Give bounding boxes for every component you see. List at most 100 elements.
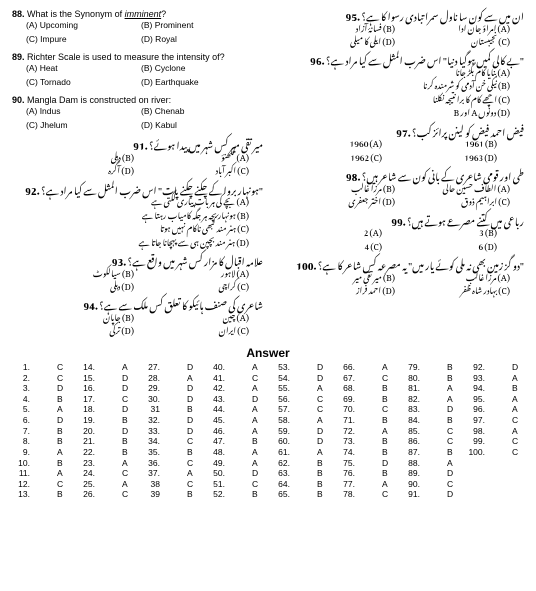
answer-row: 30.D <box>142 394 199 405</box>
answer-number: 4. <box>12 394 30 405</box>
q96-opt-d: (D) دونوں A اور B <box>273 106 510 117</box>
answer-number: 42. <box>207 383 225 394</box>
answer-letter: B <box>57 458 69 469</box>
answer-number: 78. <box>337 489 355 500</box>
answer-number: 97. <box>467 415 485 426</box>
answer-row: 80.B <box>402 373 459 384</box>
answer-number: 51. <box>207 479 225 490</box>
answer-letter: D <box>447 489 459 500</box>
answer-row: 12.C <box>12 479 69 490</box>
answer-letter: B <box>317 489 329 500</box>
answer-number: 79. <box>402 362 420 373</box>
answer-row: 2.C <box>12 373 69 384</box>
answer-row: 25.A <box>77 479 134 490</box>
answer-number: 48. <box>207 447 225 458</box>
answer-letter: D <box>382 458 394 469</box>
question-98: طی اور قومی شاعری کے بانی کون سے شاعر ہی… <box>273 168 524 206</box>
answer-number: 33. <box>142 426 160 437</box>
answer-letter: A <box>122 458 134 469</box>
answer-letter: B <box>57 394 69 405</box>
answer-number: 84. <box>402 415 420 426</box>
answer-letter: D <box>512 362 524 373</box>
answer-column: 14.A15.D16.D17.C18.D19.B20.D21.B22.B23.A… <box>77 362 134 500</box>
answer-row: 76.B <box>337 468 394 479</box>
answer-row: 66.A <box>337 362 394 373</box>
answer-letter: B <box>187 447 199 458</box>
answer-letter: B <box>447 415 459 426</box>
answer-letter: D <box>317 436 329 447</box>
question-88: 88. What is the Synonym of imminent? (A)… <box>12 8 263 45</box>
answer-row: 10.B <box>12 458 69 469</box>
answer-letter: D <box>447 404 459 415</box>
answer-row: 38C <box>142 479 199 490</box>
answer-number: 85. <box>402 426 420 437</box>
answer-letter: C <box>187 436 199 447</box>
answer-letter: B <box>382 447 394 458</box>
answer-number: 1. <box>12 362 30 373</box>
left-column: 88. What is the Synonym of imminent? (A)… <box>12 8 263 342</box>
q89-opt-a: (A) Heat <box>26 63 135 74</box>
answer-row: 55.A <box>272 383 329 394</box>
q88-text: What is the Synonym of imminent? <box>27 9 166 19</box>
answer-letter: C <box>57 362 69 373</box>
answer-letter: B <box>252 489 264 500</box>
q91-opt-d: (D) آگرہ <box>25 164 134 175</box>
answer-row: 86.C <box>402 436 459 447</box>
q98-opt-d: (D) اختر جعفری <box>286 195 395 206</box>
answer-row: 27.D <box>142 362 199 373</box>
answer-number: 20. <box>77 426 95 437</box>
answer-number: 43. <box>207 394 225 405</box>
answer-letter: B <box>382 415 394 426</box>
answer-number: 31 <box>142 404 160 415</box>
answer-letter: C <box>447 479 459 490</box>
answer-letter: C <box>512 415 524 426</box>
answer-number: 6. <box>12 415 30 426</box>
answer-row: 8.B <box>12 436 69 447</box>
answer-letter: D <box>252 394 264 405</box>
q92-opt-d: (D) ہنر مند بچپن ہی سے پہچانا جاتا ہے <box>12 236 249 247</box>
answer-letter: D <box>122 373 134 384</box>
answer-row: 90.C <box>402 479 459 490</box>
answer-number: 45. <box>207 415 225 426</box>
answer-letter: A <box>317 415 329 426</box>
answer-letter: C <box>122 468 134 479</box>
answer-letter: C <box>512 436 524 447</box>
answer-row: 44.A <box>207 404 264 415</box>
answer-number: 61. <box>272 447 290 458</box>
answer-row: 42.A <box>207 383 264 394</box>
answer-number: 49. <box>207 458 225 469</box>
answer-letter: A <box>57 468 69 479</box>
answer-letter: D <box>57 383 69 394</box>
answer-row: 62.B <box>272 458 329 469</box>
q97-opt-d: 1963 (D) <box>388 151 497 162</box>
answer-number: 18. <box>77 404 95 415</box>
q90-text: Mangla Dam is constructed on river: <box>27 95 171 105</box>
answer-row: 79.B <box>402 362 459 373</box>
answer-row: 4. B <box>12 394 69 405</box>
answer-row: 6.D <box>12 415 69 426</box>
answer-column: 53.D54.D55.A56.C57.C58.A59.D60.D61.A62.B… <box>272 362 329 500</box>
q88-pre: What is the Synonym of <box>27 9 125 19</box>
q100-opt-c: (C) بہادر شاہ ظفر <box>401 284 510 295</box>
answer-letter: B <box>317 468 329 479</box>
answer-row: 31B <box>142 404 199 415</box>
answer-number: 82. <box>402 394 420 405</box>
answer-letter: B <box>382 468 394 479</box>
answer-row: 63.B <box>272 468 329 479</box>
answer-row: 75.D <box>337 458 394 469</box>
answer-letter: A <box>57 404 69 415</box>
answer-letter: B <box>382 394 394 405</box>
answer-number: 72. <box>337 426 355 437</box>
q89-opt-b: (B) Cyclone <box>141 63 250 74</box>
answer-row: 56.C <box>272 394 329 405</box>
answer-row: 74.B <box>337 447 394 458</box>
answer-row: 69.B <box>337 394 394 405</box>
answer-number: 39 <box>142 489 160 500</box>
answer-number: 11. <box>12 468 30 479</box>
answer-letter: A <box>252 362 264 373</box>
answer-row: 61.A <box>272 447 329 458</box>
answer-letter: A <box>252 404 264 415</box>
answer-row: 84. B <box>402 415 459 426</box>
q93-opt-d: (D) دہلی <box>25 280 134 291</box>
answer-letter: C <box>187 479 199 490</box>
